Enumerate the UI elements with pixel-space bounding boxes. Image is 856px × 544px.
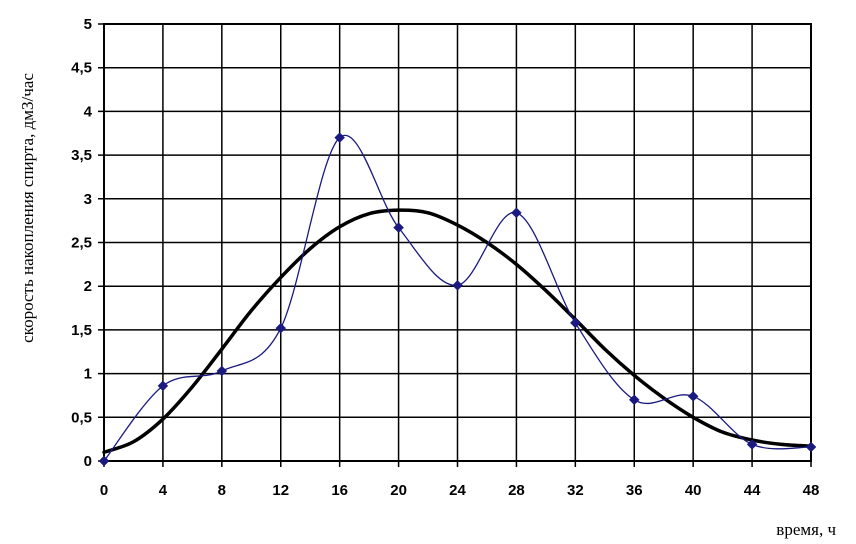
data-point-marker (275, 322, 287, 334)
data-point-marker (452, 279, 463, 291)
data-point-marker (216, 365, 228, 377)
y-tick-label: 4 (84, 103, 93, 120)
data-point-marker (98, 455, 110, 467)
tick-labels: 0 4 8 12 16 20 24 28 32 36 40 44 4800,511,522,533,54… (71, 16, 819, 499)
x-tick-label: 44 (744, 482, 761, 499)
y-tick-label: 1 (84, 366, 92, 383)
y-tick-label: 3 (84, 191, 92, 208)
measured-curve (103, 134, 812, 462)
data-point-marker (569, 317, 581, 329)
y-tick-label: 2,5 (71, 235, 92, 252)
y-tick-label: 0 (84, 453, 92, 470)
data-point-marker (511, 207, 522, 219)
data-point-marker (334, 132, 346, 143)
data-point-marker (805, 441, 817, 453)
y-tick-label: 0,5 (71, 409, 92, 426)
x-tick-label: 12 (272, 482, 289, 499)
x-tick-label: 0 (100, 482, 108, 499)
x-tick-label: 28 (508, 482, 525, 499)
y-tick-label: 2 (84, 278, 92, 295)
y-tick-label: 4,5 (71, 60, 92, 77)
y-axis-title: скорость накопления спирта, дм3/час (18, 73, 37, 343)
x-axis-title: время, ч (776, 520, 836, 539)
x-tick-label: 8 (218, 482, 226, 499)
data-point-marker (157, 380, 169, 392)
x-tick-label: 16 (331, 482, 348, 499)
x-tick-label: 24 (449, 482, 466, 499)
x-tick-label: 40 (685, 482, 702, 499)
trend-curve (102, 208, 813, 455)
x-tick-label: 32 (567, 482, 584, 499)
y-tick-label: 5 (84, 16, 92, 33)
y-tick-label: 3,5 (71, 147, 92, 164)
data-point-marker (628, 394, 640, 406)
x-tick-label: 20 (390, 482, 407, 499)
y-tick-label: 1,5 (71, 322, 92, 339)
x-tick-label: 4 (159, 482, 168, 499)
data-point-marker (393, 222, 404, 233)
grid (98, 23, 812, 467)
data-point-marker (746, 439, 758, 450)
x-tick-label: 48 (803, 482, 820, 499)
data-point-marker (687, 390, 699, 402)
x-tick-label: 36 (626, 482, 643, 499)
plot-frame (103, 23, 812, 462)
series-layer (98, 132, 817, 467)
